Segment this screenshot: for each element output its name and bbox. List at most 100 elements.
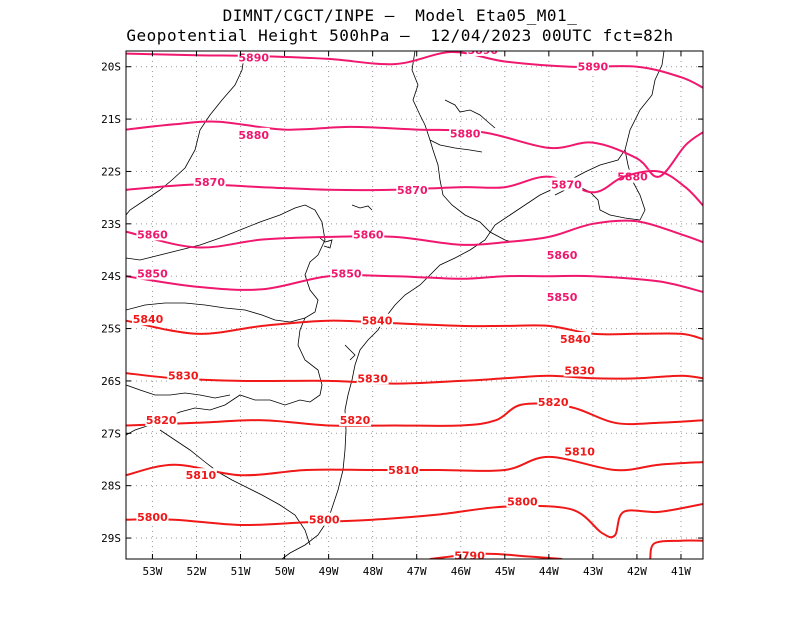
lon-tick-label: 53W: [142, 565, 162, 578]
contour-label: 5870: [551, 179, 582, 192]
lat-tick-label: 26S: [101, 375, 121, 388]
contour-label-bg: [330, 266, 363, 280]
axes: 20S 21S 22S 23S 24S 25S 26S 27S 28S 29S 53W 52W 51W 5…: [101, 51, 703, 578]
lat-tick-label: 27S: [101, 427, 121, 440]
contour-label-bg: [559, 332, 592, 346]
contour-label: 5810: [564, 446, 595, 459]
contour-label-bg: [563, 444, 596, 458]
lon-tick-label: 52W: [187, 565, 207, 578]
contour-label: 5810: [388, 464, 419, 477]
contour-label-bg: [356, 371, 389, 385]
lon-tick-label: 46W: [451, 565, 471, 578]
lat-tick-label: 23S: [101, 218, 121, 231]
contour-line-5810: [126, 455, 703, 477]
contour-label-bg: [506, 494, 539, 508]
contour-label: 5840: [560, 333, 591, 346]
contour-label: 5850: [137, 268, 168, 281]
contour-label-bg: [546, 290, 579, 304]
contour-label-bg: [537, 394, 570, 408]
contour-line-5850: [126, 274, 703, 293]
lon-tick-label: 49W: [319, 565, 339, 578]
contour-label: 5890: [467, 44, 498, 57]
contour-label: 5860: [137, 228, 168, 241]
contour-line-5840: [126, 319, 703, 340]
contour-label-bg: [145, 413, 178, 427]
contour-line-5890: [126, 51, 703, 89]
contour-label-bg: [546, 248, 579, 262]
contour-label-bg: [136, 510, 169, 524]
contour-label: 5850: [547, 291, 578, 304]
contour-line-5790: [429, 552, 563, 559]
lon-tick-label: 50W: [275, 565, 295, 578]
height-contours: 5890 5890 5890 5880 5880 5880 5870 5870 5870 5860…: [126, 44, 703, 562]
contour-label: 5880: [238, 129, 269, 142]
contour-label-bg: [136, 227, 169, 241]
contour-label-bg: [167, 368, 200, 382]
contour-line-5870: [126, 170, 703, 207]
contour-label-bg: [387, 462, 420, 476]
graticule-grid: [126, 51, 703, 559]
lon-tick-label: 44W: [539, 565, 559, 578]
contour-label: 5870: [194, 176, 225, 189]
contour-label-bg: [136, 266, 169, 280]
contour-label: 5800: [309, 514, 340, 527]
contour-line-5820: [126, 402, 703, 427]
contour-label: 5830: [168, 370, 199, 383]
lat-tick-label: 29S: [101, 532, 121, 545]
contour-label: 5870: [397, 184, 428, 197]
contour-line-5880: [126, 120, 703, 178]
lon-tick-label: 43W: [583, 565, 603, 578]
contour-label: 5830: [357, 372, 388, 385]
contour-line-partial: [649, 539, 703, 559]
contour-label: 5860: [353, 228, 384, 241]
lon-tick-label: 42W: [627, 565, 647, 578]
contour-label: 5840: [133, 313, 164, 326]
contour-label: 5880: [617, 171, 648, 184]
contour-label-bg: [466, 51, 499, 56]
lat-tick-label: 20S: [101, 61, 121, 74]
contour-label: 5800: [137, 511, 168, 524]
contour-label-bg: [576, 59, 609, 73]
contour-label-bg: [308, 512, 341, 526]
lat-tick-label: 22S: [101, 165, 121, 178]
contour-line-5860: [126, 219, 703, 249]
contour-label-bg: [237, 127, 270, 141]
contour-label: 5860: [547, 249, 578, 262]
contour-label-bg: [237, 51, 270, 64]
contour-label: 5820: [538, 396, 569, 409]
contour-line-5830: [126, 372, 703, 385]
lat-tick-label: 21S: [101, 113, 121, 126]
contour-label-bg: [361, 313, 394, 327]
contour-label: 5850: [331, 268, 362, 281]
coastline: [126, 51, 665, 559]
lat-tick-label: 28S: [101, 480, 121, 493]
plot-frame: [125, 50, 704, 560]
contour-label: 5840: [362, 315, 393, 328]
contour-label-bg: [339, 413, 372, 427]
contour-label-bg: [132, 312, 165, 326]
lon-tick-label: 51W: [231, 565, 251, 578]
contour-line-5800: [126, 503, 703, 539]
contour-label-bg: [352, 227, 385, 241]
contour-label-bg: [184, 468, 217, 482]
lon-tick-label: 41W: [671, 565, 691, 578]
contour-label: 5810: [186, 469, 217, 482]
contour-label: 5800: [507, 495, 538, 508]
contour-label: 5880: [450, 128, 481, 141]
lat-tick-label: 25S: [101, 323, 121, 336]
contour-label-bg: [396, 182, 429, 196]
lat-tick-label: 24S: [101, 270, 121, 283]
lon-tick-label: 48W: [363, 565, 383, 578]
contour-label: 5890: [578, 61, 609, 74]
contour-label: 5830: [564, 364, 595, 377]
contour-label: 5890: [238, 51, 269, 64]
contour-label-bg: [453, 548, 486, 559]
contour-label: 5820: [146, 414, 177, 427]
lon-tick-label: 45W: [495, 565, 515, 578]
map-title-line1: DIMNT/CGCT/INPE – Model Eta05_M01_: [222, 6, 578, 25]
contour-label: 5820: [340, 414, 371, 427]
contour-label-bg: [550, 177, 583, 191]
contour-label-bg: [193, 174, 226, 188]
contour-label: 5790: [454, 549, 485, 562]
